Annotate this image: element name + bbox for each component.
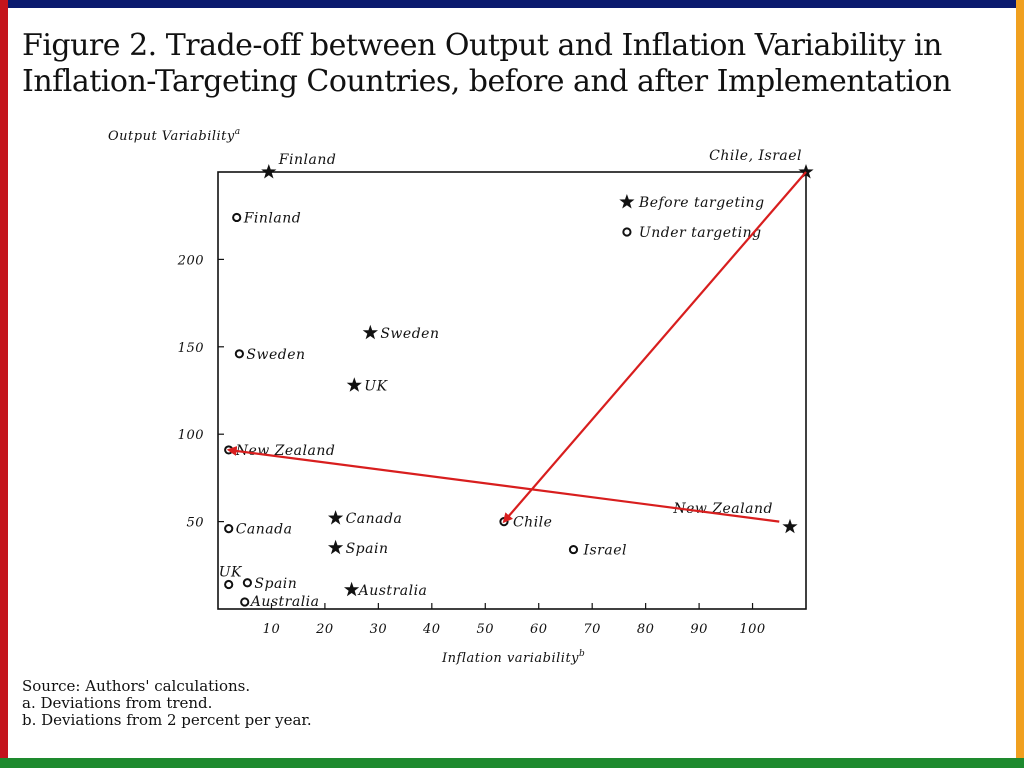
x-tick-label: 80	[637, 622, 655, 637]
figure-title: Figure 2. Trade-off between Output and I…	[22, 28, 1002, 100]
under-label-finland: Finland	[243, 210, 302, 226]
before-label-chile-israel: Chile, Israel	[709, 148, 802, 164]
y-axis-label-superscript: a	[235, 127, 241, 137]
transition-arrow-1	[502, 171, 807, 524]
frame-left-bar	[0, 0, 8, 768]
before-point-canada	[328, 510, 344, 525]
y-tick-label: 100	[178, 428, 204, 443]
y-tick-label: 150	[178, 341, 204, 356]
before-label-australia: Australia	[357, 583, 428, 599]
plot-frame	[217, 171, 807, 610]
x-tick-label: 60	[530, 622, 548, 637]
under-label-uk: UK	[219, 565, 243, 581]
x-axis-label-superscript: b	[579, 649, 585, 659]
figure-title-line-2: Inflation-Targeting Countries, before an…	[22, 64, 952, 99]
under-point-sweden	[234, 349, 244, 359]
legend-marker-under	[622, 227, 632, 237]
before-point-chile-israel	[798, 164, 814, 179]
under-point-spain	[242, 578, 252, 588]
before-point-australia	[344, 581, 360, 597]
under-label-chile: Chile	[513, 515, 552, 531]
transition-arrow-2	[226, 446, 780, 523]
figure-notes: Source: Authors' calculations. a. Deviat…	[22, 678, 312, 729]
before-label-sweden: Sweden	[380, 326, 439, 342]
x-axis-label: Inflation variabilityb	[441, 649, 585, 666]
legend-label-under: Under targeting	[639, 225, 762, 241]
y-tick-label: 50	[186, 516, 204, 531]
frame-top-bar	[0, 0, 1024, 8]
under-label-spain: Spain	[254, 576, 297, 592]
x-tick-label: 90	[690, 622, 708, 637]
before-point-spain	[328, 539, 344, 555]
x-tick-label: 100	[739, 622, 765, 637]
before-point-new-zealand	[782, 518, 798, 534]
footnote-b: b. Deviations from 2 percent per year.	[22, 711, 312, 729]
before-point-finland	[261, 164, 277, 179]
y-axis-label: Output Variabilitya	[108, 127, 241, 144]
legend-label-before: Before targeting	[638, 195, 765, 211]
figure-title-line-1: Figure 2. Trade-off between Output and I…	[22, 28, 942, 63]
before-label-uk: UK	[364, 378, 388, 394]
footnote-a: a. Deviations from trend.	[22, 694, 213, 712]
frame-bottom-bar	[0, 758, 1024, 768]
x-tick-label: 10	[263, 622, 281, 637]
before-label-canada: Canada	[346, 511, 403, 527]
under-point-australia	[240, 597, 250, 607]
before-label-finland: Finland	[278, 152, 337, 168]
before-label-new-zealand: New Zealand	[672, 501, 773, 517]
before-point-uk	[346, 377, 362, 392]
x-tick-label: 40	[422, 622, 441, 637]
under-label-canada: Canada	[236, 522, 293, 538]
source-note: Source: Authors' calculations.	[22, 677, 251, 695]
before-label-spain: Spain	[346, 541, 389, 557]
under-label-australia: Australia	[249, 594, 320, 610]
under-point-canada	[224, 523, 234, 534]
under-point-israel	[568, 544, 579, 555]
under-point-uk	[224, 579, 234, 590]
x-tick-label: 50	[476, 622, 494, 637]
x-tick-label: 20	[315, 622, 334, 637]
under-point-finland	[232, 212, 242, 223]
frame-right-bar	[1016, 0, 1024, 768]
x-tick-label: 30	[370, 622, 388, 637]
before-point-sweden	[362, 324, 378, 340]
under-label-sweden: Sweden	[246, 347, 305, 363]
y-tick-label: 200	[177, 253, 204, 268]
x-tick-label: 70	[583, 622, 601, 637]
under-label-israel: Israel	[582, 543, 627, 559]
legend-marker-before	[619, 194, 635, 209]
